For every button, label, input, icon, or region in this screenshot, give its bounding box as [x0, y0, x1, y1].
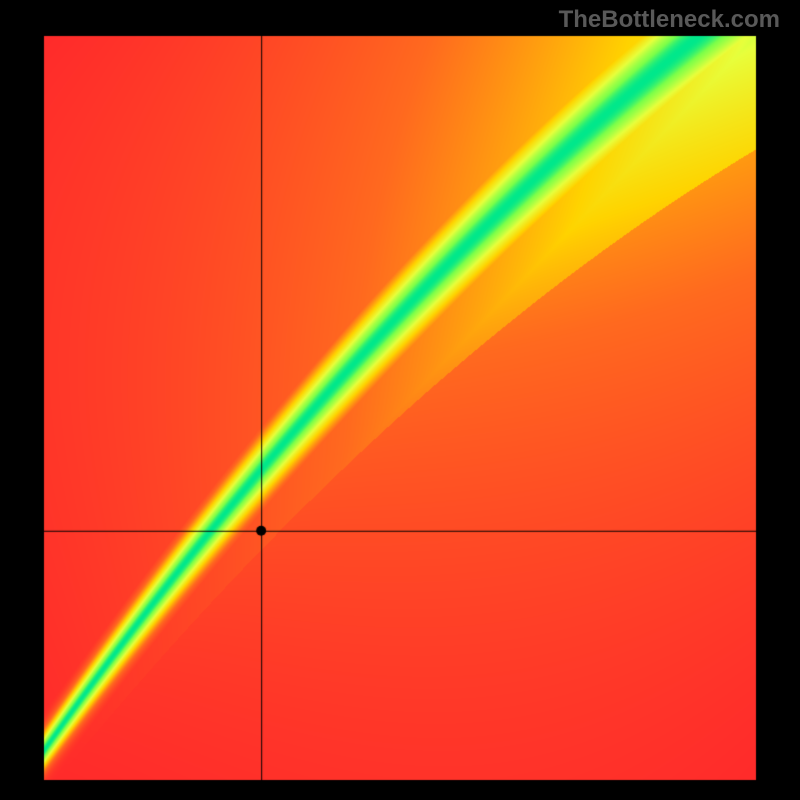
- watermark-text: TheBottleneck.com: [559, 6, 780, 34]
- heatmap-chart: [0, 0, 800, 800]
